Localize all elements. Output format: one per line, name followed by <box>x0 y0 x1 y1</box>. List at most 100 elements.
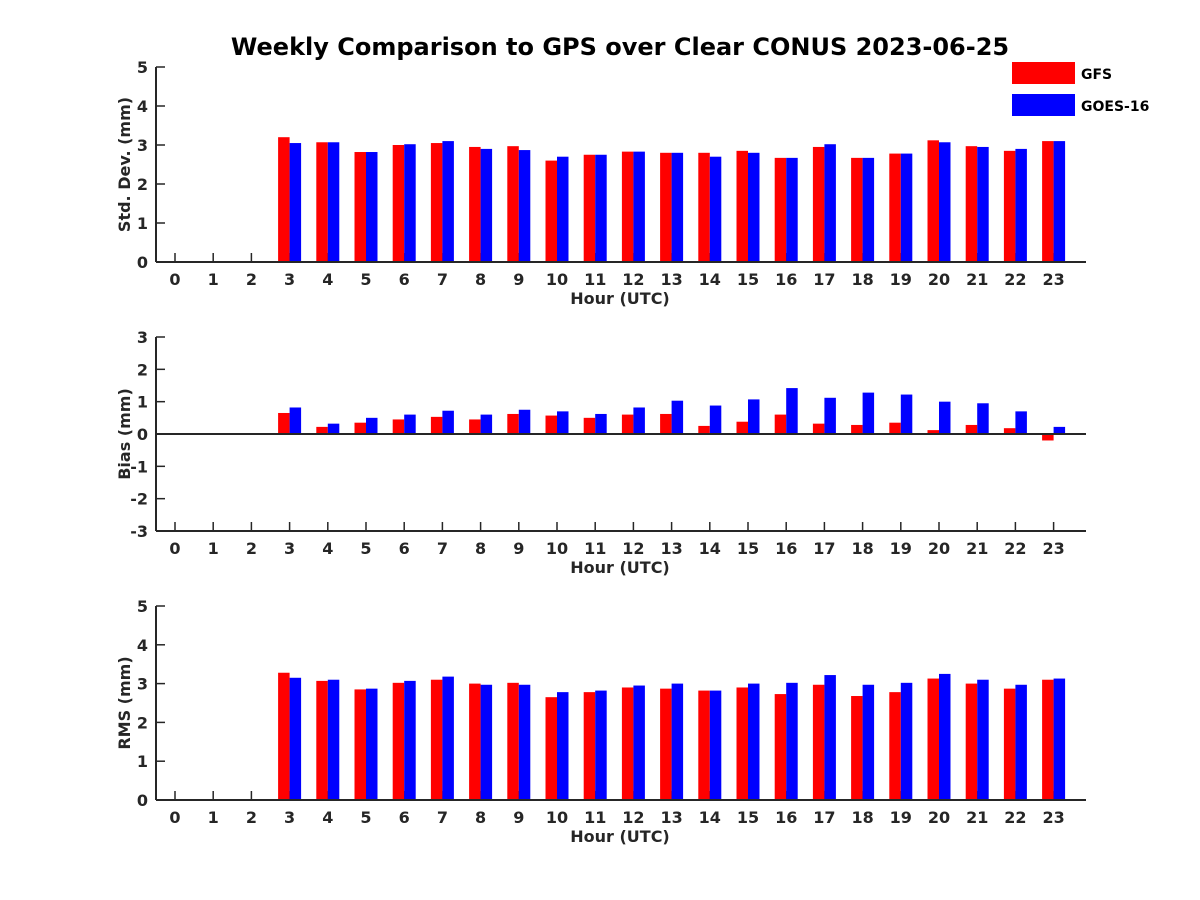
rms-bar-goes16-hour-21 <box>977 679 989 800</box>
std-dev-xtick-label: 2 <box>246 270 257 289</box>
rms-xtick-label: 2 <box>246 808 257 827</box>
rms-y-axis-label: RMS (mm) <box>115 656 134 749</box>
rms-bar-gfs-hour-13 <box>660 688 672 800</box>
std-dev-xtick-label: 21 <box>966 270 988 289</box>
bias-bar-goes16-hour-3 <box>289 407 302 434</box>
rms-bar-goes16-hour-5 <box>366 688 378 800</box>
std-dev-y-axis-label: Std. Dev. (mm) <box>115 97 134 232</box>
rms-xtick-label: 21 <box>966 808 988 827</box>
std-dev-xtick-label: 10 <box>546 270 568 289</box>
rms-xtick-label: 11 <box>584 808 606 827</box>
bias-xtick-label: 7 <box>437 539 448 558</box>
bias-bar-goes16-hour-23 <box>1053 426 1066 434</box>
bias-xtick-label: 2 <box>246 539 257 558</box>
rms-bar-gfs-hour-21 <box>965 683 978 800</box>
std-dev-bar-goes16-hour-23 <box>1053 141 1066 262</box>
rms-bar-gfs-hour-14 <box>698 690 710 800</box>
bias-y-axis-label: Bias (mm) <box>115 388 134 480</box>
std-dev-xtick-label: 8 <box>475 270 486 289</box>
rms-bar-gfs-hour-17 <box>812 684 825 800</box>
std-dev-xtick-label: 6 <box>399 270 410 289</box>
rms-xtick-label: 5 <box>360 808 371 827</box>
std-dev-bar-goes16-hour-22 <box>1015 148 1027 262</box>
bias-bar-gfs-hour-10 <box>545 415 557 434</box>
rms-xtick-label: 17 <box>813 808 835 827</box>
rms-bar-goes16-hour-23 <box>1053 678 1066 800</box>
std-dev-xtick-label: 3 <box>284 270 295 289</box>
rms-ytick-label: 5 <box>137 597 148 616</box>
std-dev-bar-gfs-hour-9 <box>507 146 519 262</box>
bias-bar-gfs-hour-11 <box>583 417 596 434</box>
std-dev-bar-goes16-hour-8 <box>480 148 493 262</box>
bias-bar-goes16-hour-12 <box>633 407 645 434</box>
std-dev-xtick-label: 1 <box>208 270 219 289</box>
legend-label-goes16: GOES-16 <box>1081 99 1149 115</box>
bias-xtick-label: 3 <box>284 539 295 558</box>
rms-bar-goes16-hour-17 <box>824 675 836 800</box>
std-dev-bar-goes16-hour-15 <box>748 152 760 262</box>
bias-bar-goes16-hour-7 <box>442 410 454 434</box>
rms-bar-gfs-hour-6 <box>392 682 405 800</box>
std-dev-xtick-label: 19 <box>890 270 912 289</box>
std-dev-bar-gfs-hour-7 <box>430 143 443 262</box>
rms-ytick-label: 0 <box>137 791 148 810</box>
bias-bar-goes16-hour-21 <box>977 403 989 434</box>
rms-bar-goes16-hour-15 <box>748 683 760 800</box>
rms-bar-goes16-hour-6 <box>404 680 416 800</box>
rms-xtick-label: 18 <box>851 808 873 827</box>
rms-xtick-label: 3 <box>284 808 295 827</box>
bias-bar-gfs-hour-12 <box>621 414 634 434</box>
std-dev-bar-goes16-hour-12 <box>633 151 645 262</box>
std-dev-bar-gfs-hour-8 <box>469 146 481 262</box>
bias-x-axis-label: Hour (UTC) <box>570 558 670 577</box>
rms-bar-gfs-hour-10 <box>545 697 557 800</box>
std-dev-bar-gfs-hour-17 <box>812 146 825 262</box>
rms-bar-gfs-hour-20 <box>927 678 939 800</box>
bias-ytick-label: -3 <box>130 522 148 541</box>
bias-bar-goes16-hour-13 <box>671 400 684 434</box>
bias-ytick-label: 1 <box>137 393 148 412</box>
bias-bar-gfs-hour-15 <box>736 421 748 434</box>
std-dev-bar-gfs-hour-15 <box>736 150 748 262</box>
bias-bar-gfs-hour-14 <box>698 425 710 434</box>
std-dev-bar-goes16-hour-14 <box>709 156 722 262</box>
rms-xtick-label: 16 <box>775 808 797 827</box>
std-dev-bar-gfs-hour-20 <box>927 140 939 262</box>
std-dev-bar-goes16-hour-20 <box>939 142 951 262</box>
bias-bar-goes16-hour-6 <box>404 414 416 434</box>
std-dev-ytick-label: 5 <box>137 58 148 77</box>
bias-xtick-label: 19 <box>890 539 912 558</box>
std-dev-xtick-label: 13 <box>660 270 682 289</box>
std-dev-bar-goes16-hour-5 <box>366 152 378 262</box>
rms-ytick-label: 1 <box>137 752 148 771</box>
bias-bar-goes16-hour-4 <box>327 423 340 434</box>
rms-bar-goes16-hour-3 <box>289 677 302 800</box>
std-dev-xtick-label: 22 <box>1004 270 1026 289</box>
std-dev-bar-goes16-hour-4 <box>327 142 340 262</box>
bias-bar-gfs-hour-21 <box>965 424 978 434</box>
rms-bar-gfs-hour-16 <box>774 694 787 800</box>
rms-ytick-label: 4 <box>137 636 148 655</box>
std-dev-bar-goes16-hour-6 <box>404 144 416 262</box>
bias-bar-gfs-hour-18 <box>851 424 863 434</box>
bias-xtick-label: 12 <box>622 539 644 558</box>
bias-xtick-label: 16 <box>775 539 797 558</box>
rms-bar-goes16-hour-14 <box>709 690 722 800</box>
legend-label-gfs: GFS <box>1081 67 1112 83</box>
std-dev-ytick-label: 1 <box>137 214 148 233</box>
rms-bar-gfs-hour-18 <box>851 696 863 800</box>
std-dev-ytick-label: 3 <box>137 136 148 155</box>
bias-xtick-label: 0 <box>169 539 180 558</box>
legend: GFS GOES-16 <box>1012 62 1149 116</box>
std-dev-xtick-label: 17 <box>813 270 835 289</box>
rms-xtick-label: 7 <box>437 808 448 827</box>
std-dev-bar-gfs-hour-19 <box>889 153 901 262</box>
std-dev-bar-gfs-hour-11 <box>583 154 596 262</box>
rms-bar-goes16-hour-16 <box>786 682 798 800</box>
std-dev-bar-goes16-hour-7 <box>442 141 454 262</box>
std-dev-bar-goes16-hour-21 <box>977 146 989 262</box>
bias-xtick-label: 14 <box>699 539 721 558</box>
bias-bar-gfs-hour-19 <box>889 422 901 434</box>
bias-bar-gfs-hour-9 <box>507 413 519 434</box>
